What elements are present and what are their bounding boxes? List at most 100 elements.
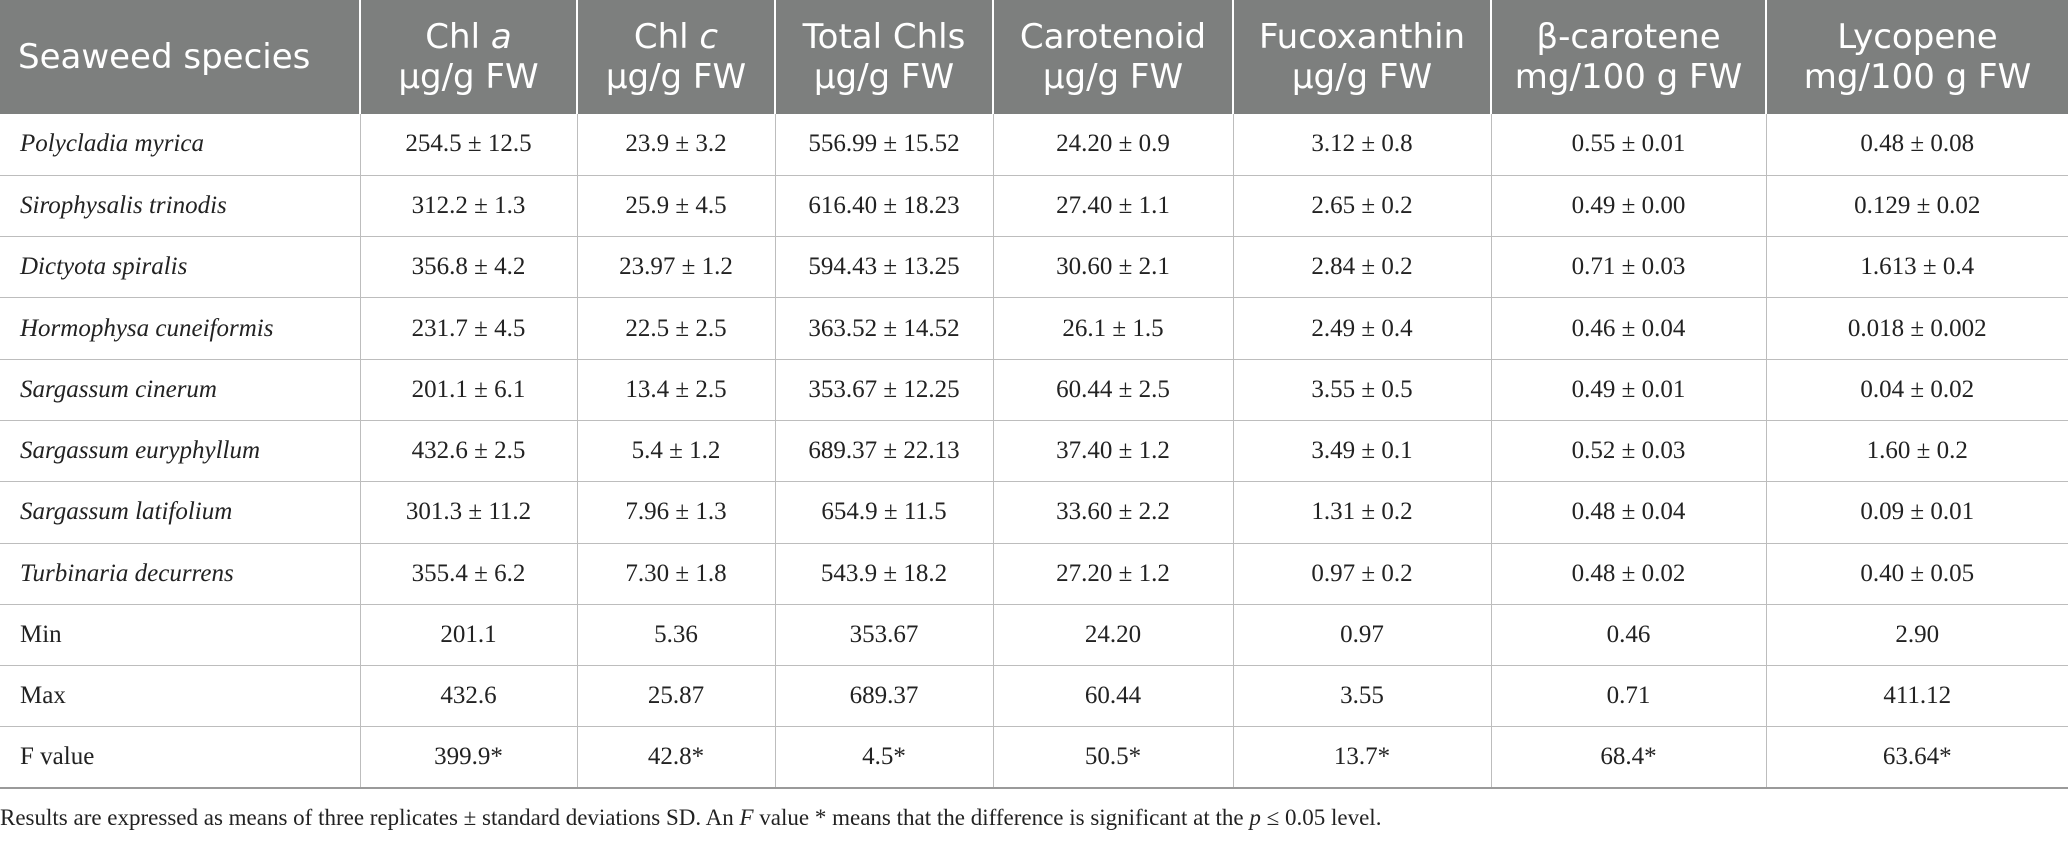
table-cell: 355.4 ± 6.2: [360, 543, 578, 605]
footnote-p-symbol: p: [1249, 805, 1261, 830]
table-cell: 0.48 ± 0.02: [1491, 543, 1767, 605]
table-cell: 616.40 ± 18.23: [775, 175, 994, 238]
table-cell: 7.30 ± 1.8: [577, 543, 776, 605]
header-col-2: Chl c μg/g FW: [577, 0, 776, 114]
table-cell: 689.37 ± 22.13: [775, 420, 994, 483]
table-cell: 2.84 ± 0.2: [1233, 236, 1492, 299]
header-col-3: Total Chls μg/g FW: [775, 0, 994, 114]
table-row: Sargassum euryphyllum 432.6 ± 2.5 5.4 ± 1.…: [0, 420, 2068, 483]
table-row: Sargassum latifolium 301.3 ± 11.2 7.96 ± 1…: [0, 481, 2068, 544]
table-cell: 0.97: [1233, 604, 1492, 667]
table-cell: 3.55 ± 0.5: [1233, 359, 1492, 421]
table-cell: 0.40 ± 0.05: [1766, 543, 2068, 605]
table-cell: 0.09 ± 0.01: [1766, 481, 2068, 544]
table-cell: 2.65 ± 0.2: [1233, 175, 1492, 238]
table-cell: 411.12: [1766, 665, 2068, 728]
table-cell: 399.9*: [360, 726, 578, 790]
table-cell: 1.31 ± 0.2: [1233, 481, 1492, 544]
table-cell: 4.5*: [775, 726, 994, 790]
table-cell: 432.6: [360, 665, 578, 728]
row-label: Hormophysa cuneiformis: [0, 297, 361, 360]
table-row: Max 432.6 25.87 689.37 60.44 3.55 0.71 411.12: [0, 665, 2068, 728]
table-cell: 543.9 ± 18.2: [775, 543, 994, 605]
table-cell: 0.55 ± 0.01: [1491, 114, 1767, 176]
table-cell: 0.129 ± 0.02: [1766, 175, 2068, 238]
header-unit: mg/100 g FW: [1514, 57, 1743, 97]
table-row: Sargassum cinerum 201.1 ± 6.1 13.4 ± 2.5 35…: [0, 359, 2068, 421]
table-row: Dictyota spiralis 356.8 ± 4.2 23.97 ± 1.2 5…: [0, 236, 2068, 299]
header-col-4: Carotenoid μg/g FW: [993, 0, 1234, 114]
table-cell: 254.5 ± 12.5: [360, 114, 578, 176]
table-cell: 13.4 ± 2.5: [577, 359, 776, 421]
table-cell: 60.44 ± 2.5: [993, 359, 1234, 421]
footnote-text-3: ≤ 0.05 level.: [1260, 805, 1382, 830]
table-cell: 654.9 ± 11.5: [775, 481, 994, 544]
table-cell: 0.71 ± 0.03: [1491, 236, 1767, 299]
table-cell: 7.96 ± 1.3: [577, 481, 776, 544]
row-label: Min: [0, 604, 361, 667]
table-cell: 0.49 ± 0.00: [1491, 175, 1767, 238]
header-unit: μg/g FW: [398, 57, 539, 97]
table-cell: 1.613 ± 0.4: [1766, 236, 2068, 299]
header-label: Lycopene: [1837, 17, 1998, 57]
table-cell: 0.52 ± 0.03: [1491, 420, 1767, 483]
table-cell: 0.48 ± 0.08: [1766, 114, 2068, 176]
table-footnote: Results are expressed as means of three …: [0, 805, 2060, 831]
footnote-text-2: value * means that the difference is sig…: [753, 805, 1250, 830]
header-col-6: β-carotene mg/100 g FW: [1491, 0, 1767, 114]
row-label: F value: [0, 726, 361, 790]
table-cell: 63.64*: [1766, 726, 2068, 790]
table-cell: 356.8 ± 4.2: [360, 236, 578, 299]
table-cell: 231.7 ± 4.5: [360, 297, 578, 360]
table-cell: 27.20 ± 1.2: [993, 543, 1234, 605]
table-cell: 3.12 ± 0.8: [1233, 114, 1492, 176]
table-row: Turbinaria decurrens 355.4 ± 6.2 7.30 ± 1.…: [0, 543, 2068, 605]
row-label: Turbinaria decurrens: [0, 543, 361, 605]
row-label: Sargassum latifolium: [0, 481, 361, 544]
table-cell: 312.2 ± 1.3: [360, 175, 578, 238]
table-cell: 3.49 ± 0.1: [1233, 420, 1492, 483]
table-header: Seaweed species Chl a μg/g FW Chl c μg/g FW T…: [0, 0, 2068, 114]
header-unit: mg/100 g FW: [1803, 57, 2032, 97]
table-cell: 22.5 ± 2.5: [577, 297, 776, 360]
table-cell: 23.9 ± 3.2: [577, 114, 776, 176]
table-cell: 353.67 ± 12.25: [775, 359, 994, 421]
table-cell: 23.97 ± 1.2: [577, 236, 776, 299]
table-cell: 0.018 ± 0.002: [1766, 297, 2068, 360]
table-cell: 33.60 ± 2.2: [993, 481, 1234, 544]
table-cell: 13.7*: [1233, 726, 1492, 790]
header-unit: μg/g FW: [1042, 57, 1184, 97]
table-cell: 26.1 ± 1.5: [993, 297, 1234, 360]
table-cell: 30.60 ± 2.1: [993, 236, 1234, 299]
header-label: Chl a: [425, 17, 512, 57]
table-cell: 27.40 ± 1.1: [993, 175, 1234, 238]
pigment-table: Seaweed species Chl a μg/g FW Chl c μg/g FW T…: [0, 0, 2068, 790]
row-label: Sargassum euryphyllum: [0, 420, 361, 483]
table-cell: 25.9 ± 4.5: [577, 175, 776, 238]
table-cell: 5.36: [577, 604, 776, 667]
table-cell: 60.44: [993, 665, 1234, 728]
table-cell: 5.4 ± 1.2: [577, 420, 776, 483]
table-row: Hormophysa cuneiformis 231.7 ± 4.5 22.5 ± …: [0, 297, 2068, 360]
table-cell: 0.04 ± 0.02: [1766, 359, 2068, 421]
header-label: Fucoxanthin: [1258, 17, 1466, 57]
table-cell: 25.87: [577, 665, 776, 728]
table-body: Polycladia myrica 254.5 ± 12.5 23.9 ± 3.2 5…: [0, 114, 2068, 790]
header-unit: μg/g FW: [1291, 57, 1433, 97]
table-cell: 689.37: [775, 665, 994, 728]
table-cell: 42.8*: [577, 726, 776, 790]
table-cell: 1.60 ± 0.2: [1766, 420, 2068, 483]
table-cell: 363.52 ± 14.52: [775, 297, 994, 360]
table-cell: 0.48 ± 0.04: [1491, 481, 1767, 544]
header-label: Carotenoid: [1019, 17, 1207, 57]
footnote-text-1: Results are expressed as means of three …: [0, 805, 740, 830]
table-cell: 0.49 ± 0.01: [1491, 359, 1767, 421]
header-col-1: Chl a μg/g FW: [360, 0, 578, 114]
table-cell: 556.99 ± 15.52: [775, 114, 994, 176]
table-cell: 3.55: [1233, 665, 1492, 728]
header-col-5: Fucoxanthin μg/g FW: [1233, 0, 1492, 114]
table-row: Polycladia myrica 254.5 ± 12.5 23.9 ± 3.2 5…: [0, 114, 2068, 176]
header-species: Seaweed species: [0, 0, 361, 114]
header-unit: μg/g FW: [605, 57, 747, 97]
table-cell: 24.20: [993, 604, 1234, 667]
